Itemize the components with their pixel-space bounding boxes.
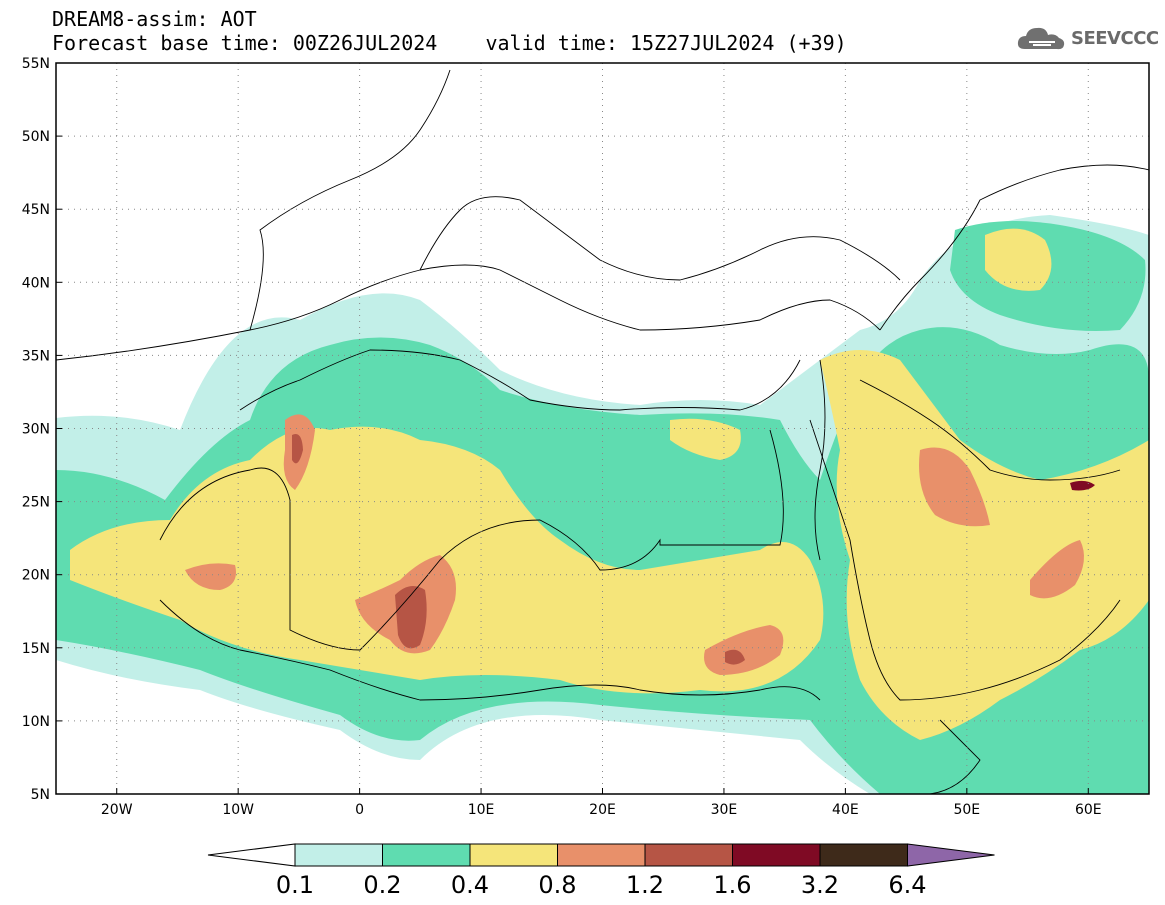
aot-band-0.8-mauritania (185, 563, 236, 590)
colorbar-segment (294, 843, 383, 867)
aot-band-0.4-caspian (985, 228, 1052, 291)
aot-band-1.2-morocco (292, 434, 303, 464)
aot-band-0.8-arabia (919, 447, 990, 527)
lat-tick-label: 30N (22, 422, 50, 438)
forecast-time-line: Forecast base time: 00Z26JUL2024 valid t… (52, 31, 847, 55)
seevccc-logo: SEEVCCC (1015, 22, 1159, 54)
lon-tick-label: 10E (468, 802, 495, 818)
colorbar-segment (557, 843, 646, 867)
aot-band-0.8-sudan (704, 625, 784, 675)
lat-tick-label: 55N (22, 56, 50, 72)
colorbar-level-label: 0.8 (538, 871, 576, 899)
colorbar-level-label: 0.1 (276, 871, 314, 899)
aot-field (56, 69, 1149, 794)
lon-tick-label: 20E (589, 802, 616, 818)
aot-band-1.2-sudan (725, 649, 745, 665)
colorbar-segment (644, 843, 733, 867)
cloud-icon (1017, 27, 1065, 50)
colorbar-level-label: 1.2 (626, 871, 664, 899)
aot-band-1.2-mali (395, 586, 427, 649)
aot-band-0.4 (70, 426, 824, 694)
aot-band-0.8-oman (1030, 540, 1084, 599)
lon-tick-label: 30E (711, 802, 738, 818)
lon-tick-label: 10W (222, 802, 254, 818)
lat-tick-label: 25N (22, 495, 50, 511)
lat-tick-label: 15N (22, 641, 50, 657)
map-title: DREAM8-assim: AOT (52, 7, 257, 31)
lat-tick-label: 45N (22, 202, 50, 218)
lat-tick-label: 40N (22, 275, 50, 291)
latitude-axis: 55N 50N 45N 40N 35N 30N 25N 20N 15N 10N 5N (22, 56, 62, 803)
colorbar-segment (469, 843, 558, 867)
borders (56, 69, 1149, 794)
lon-tick-label: 0 (355, 802, 364, 818)
lon-tick-label: 20W (101, 802, 133, 818)
colorbar-segment (732, 843, 821, 867)
lat-tick-label: 10N (22, 714, 50, 730)
lat-tick-label: 50N (22, 129, 50, 145)
colorbar-level-label: 0.4 (451, 871, 489, 899)
lat-tick-label: 20N (22, 568, 50, 584)
lon-tick-label: 40E (832, 802, 859, 818)
colorbar: 0.1 0.2 0.4 0.8 1.2 1.6 3.2 6.4 (207, 843, 995, 899)
aot-band-0.4-egypt (670, 418, 741, 460)
colorbar-level-label: 3.2 (801, 871, 839, 899)
aot-band-0.4-arabia (820, 350, 1149, 740)
logo-text: SEEVCCC (1071, 27, 1159, 49)
longitude-axis: 20W 10W 0 10E 20E 30E 40E 50E 60E (101, 788, 1102, 818)
colorbar-level-label: 6.4 (888, 871, 926, 899)
lat-tick-label: 5N (31, 787, 50, 803)
graticule (56, 63, 1149, 794)
colorbar-low-arrow (207, 843, 296, 867)
colorbar-segment (382, 843, 471, 867)
lat-tick-label: 35N (22, 348, 50, 364)
colorbar-segment (819, 843, 908, 867)
colorbar-level-label: 0.2 (363, 871, 401, 899)
colorbar-high-arrow (907, 843, 995, 867)
lon-tick-label: 60E (1075, 802, 1102, 818)
colorbar-level-label: 1.6 (713, 871, 751, 899)
lon-tick-label: 50E (953, 802, 980, 818)
